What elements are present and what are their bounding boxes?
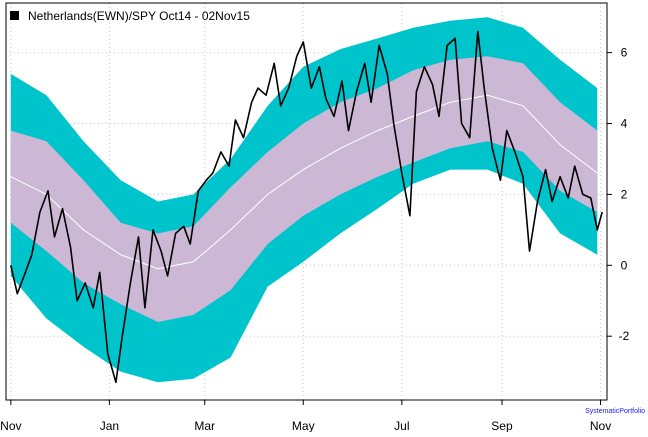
legend-swatch bbox=[10, 11, 19, 20]
y-tick-label: 0 bbox=[621, 258, 628, 272]
x-tick-label: Nov bbox=[0, 419, 21, 432]
moving-average-line bbox=[10, 94, 598, 270]
x-tick-label: Jan bbox=[100, 419, 119, 432]
x-tick-label: Mar bbox=[194, 419, 215, 432]
legend-label: Netherlands(EWN)/SPY Oct14 - 02Nov15 bbox=[28, 9, 250, 23]
x-tick-label: Sep bbox=[491, 419, 513, 432]
y-tick-label: 4 bbox=[621, 117, 628, 131]
y-tick-label: 2 bbox=[621, 187, 628, 201]
x-tick-label: Jul bbox=[394, 419, 409, 432]
plot-frame bbox=[5, 2, 608, 401]
lines bbox=[10, 30, 603, 384]
y-tick-label: -2 bbox=[619, 329, 630, 343]
axes: Nov Jan Mar May Jul Sep Nov -2 0 2 4 6 bbox=[0, 46, 630, 433]
x-tick-label: Nov bbox=[590, 419, 611, 432]
inner-band bbox=[10, 56, 598, 322]
legend: Netherlands(EWN)/SPY Oct14 - 02Nov15 bbox=[10, 9, 250, 23]
watermark: SystematicPortfolio bbox=[585, 408, 645, 415]
y-tick-label: 6 bbox=[621, 46, 628, 60]
bands bbox=[10, 17, 598, 383]
x-tick-label: May bbox=[292, 419, 315, 432]
price-line bbox=[10, 30, 603, 384]
